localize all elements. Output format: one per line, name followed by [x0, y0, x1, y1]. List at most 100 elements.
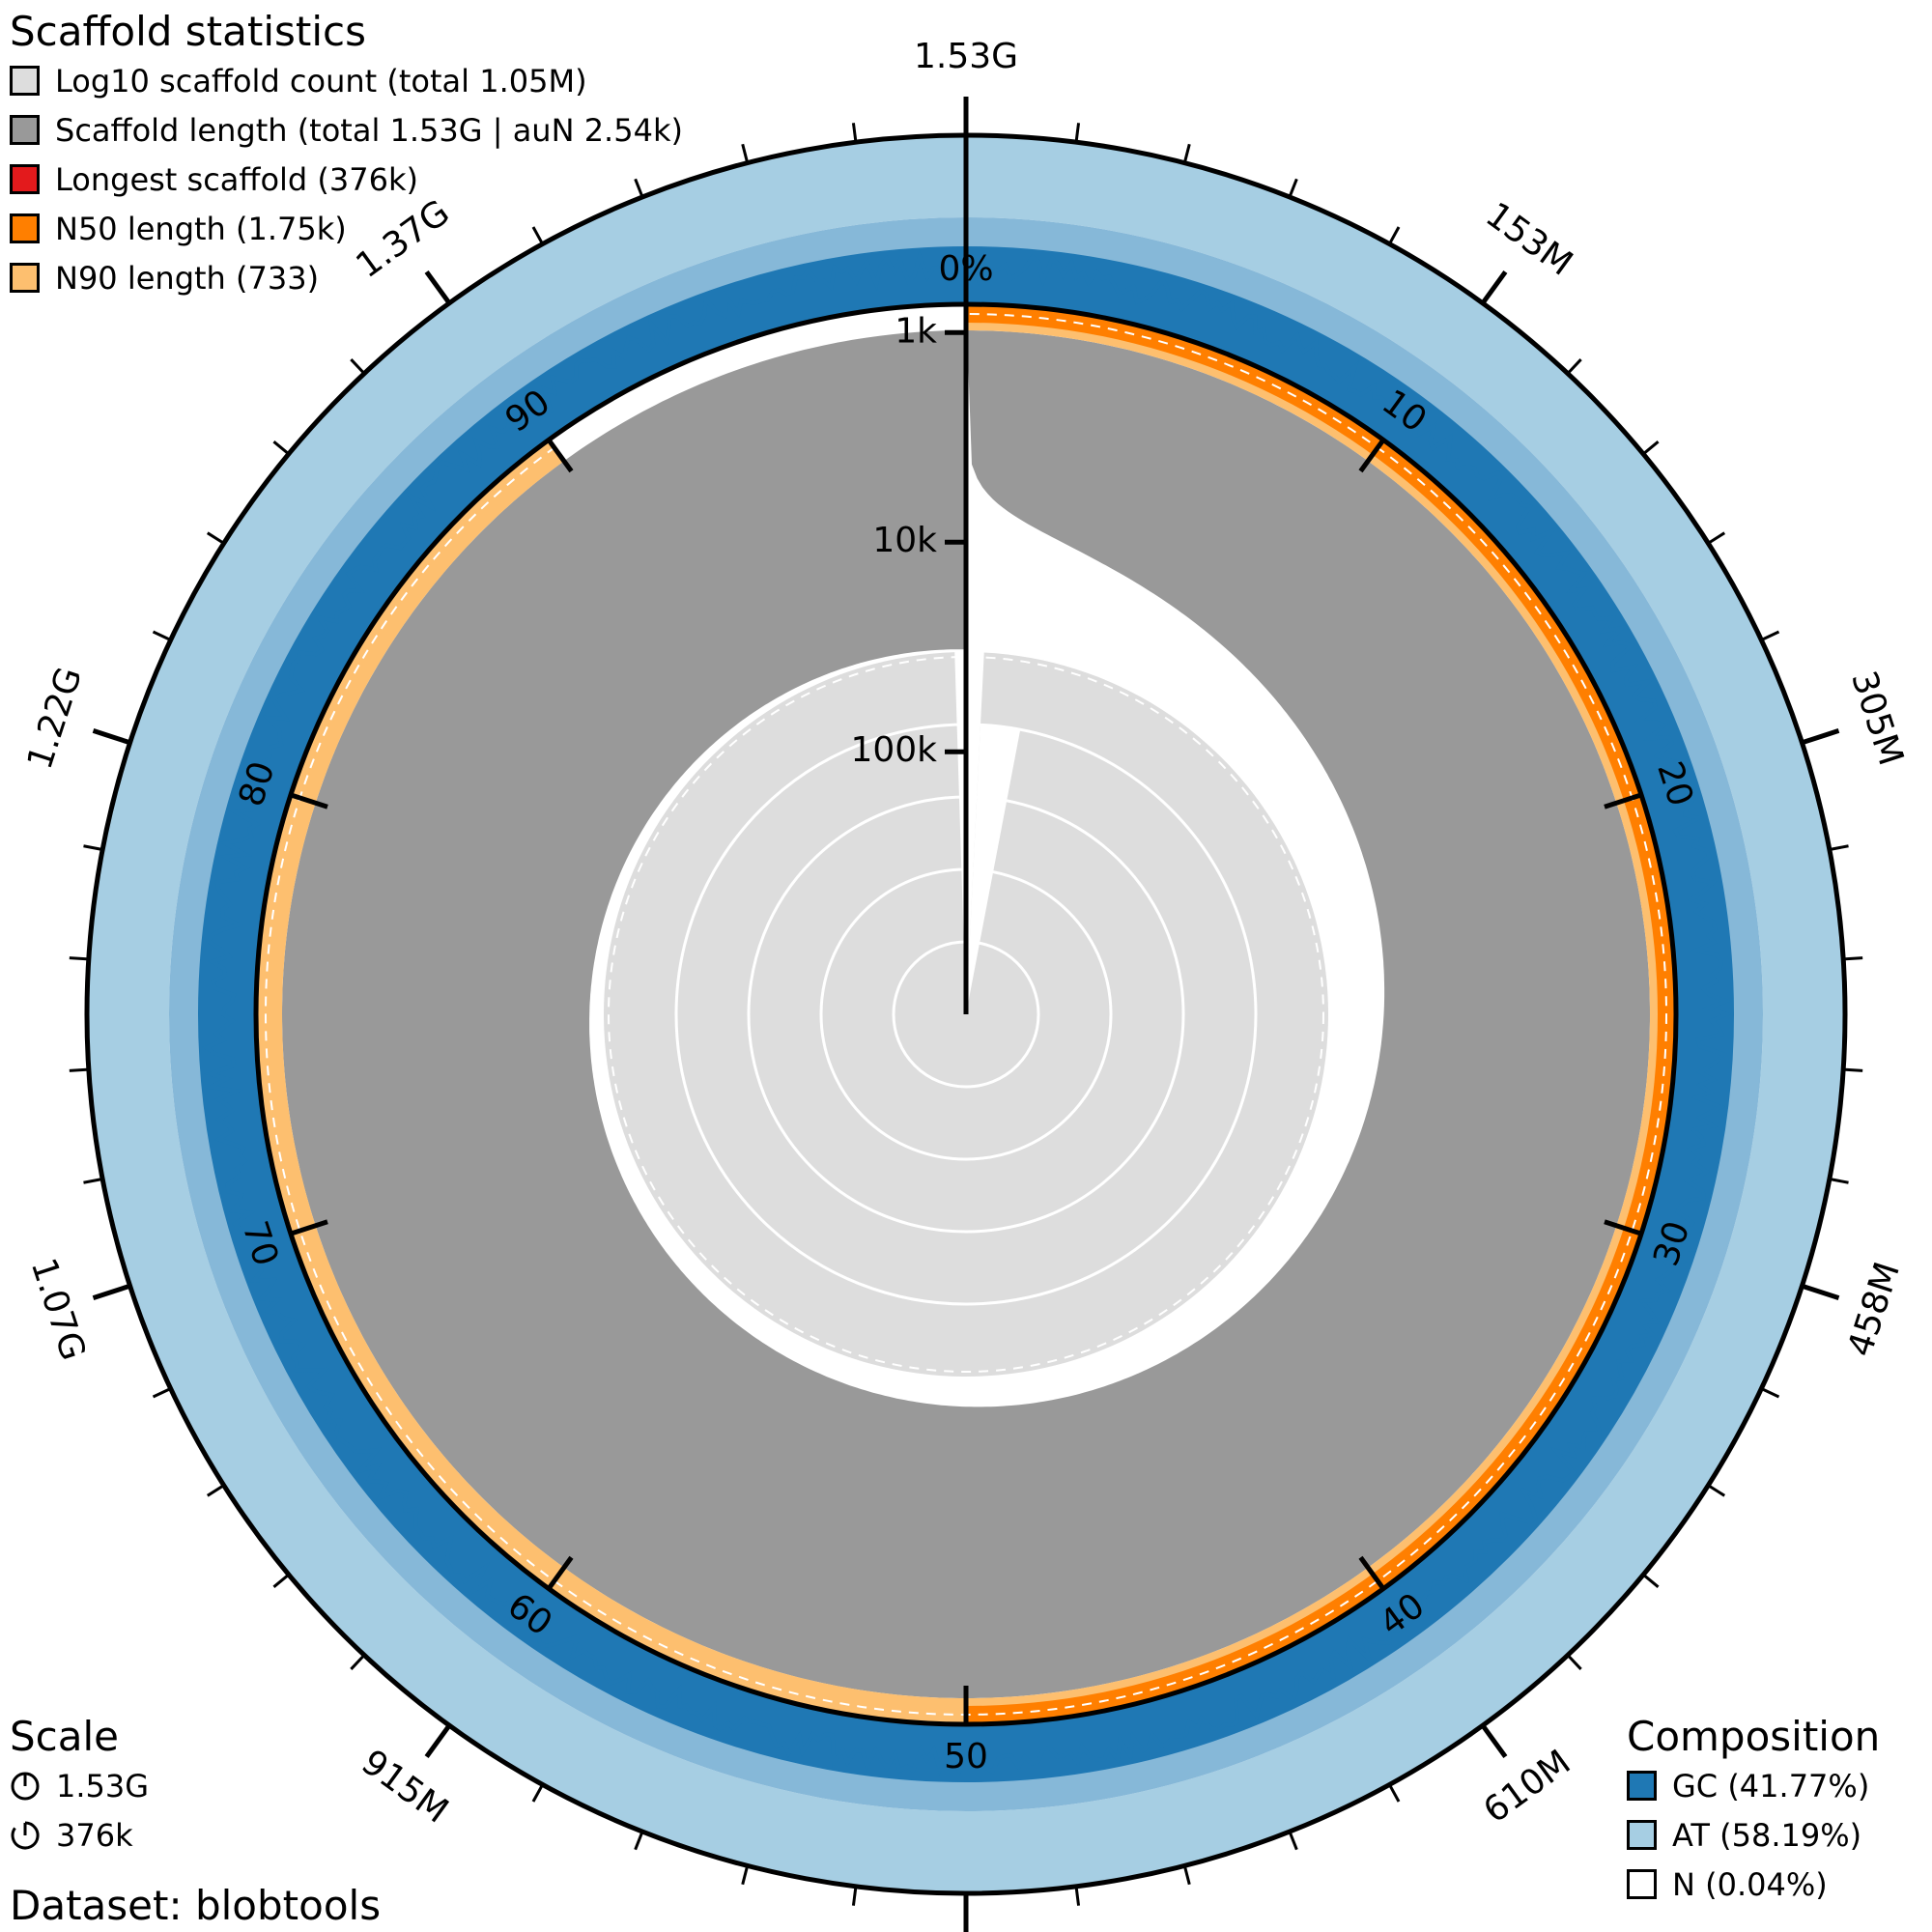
length-tick-label: 305M: [1843, 667, 1911, 771]
scaffold-length-area: [282, 304, 1650, 1698]
length-minor-tick: [1566, 358, 1582, 375]
scale-label: 1.53G: [56, 1767, 150, 1804]
percent-tick: [1604, 792, 1642, 810]
legend-item-length: Scaffold length (total 1.53G | auN 2.54k…: [10, 105, 683, 155]
swatch-length: [10, 115, 40, 145]
length-minor-tick: [1288, 1831, 1298, 1851]
length-minor-tick: [1642, 440, 1660, 456]
length-tick-label: 1.22G: [20, 663, 90, 774]
radial-tick-label: 10k: [872, 521, 937, 560]
scaffold-statistics-legend: Scaffold statistics Log10 scaffold count…: [10, 8, 683, 302]
length-major-tick: [424, 270, 452, 305]
length-minor-tick: [1829, 1178, 1849, 1184]
length-minor-tick: [1182, 1865, 1191, 1886]
length-tick-label: 610M: [1477, 1743, 1578, 1832]
composition-legend: Composition GC (41.77%) AT (58.19%) N (0…: [1627, 1713, 1880, 1909]
length-major-tick: [92, 1283, 131, 1300]
length-minor-tick: [851, 1886, 858, 1906]
legend-label: N50 length (1.75k): [55, 210, 347, 247]
length-major-tick: [1801, 728, 1840, 746]
length-minor-tick: [1074, 1886, 1081, 1906]
swatch-at: [1627, 1820, 1657, 1850]
legend-label: N90 length (733): [55, 259, 320, 297]
swatch-gc: [1627, 1771, 1657, 1801]
length-minor-tick: [634, 1831, 644, 1851]
length-minor-tick: [1074, 123, 1081, 143]
swatch-n90: [10, 263, 40, 293]
length-minor-tick: [1388, 1783, 1401, 1803]
legend-label: Longest scaffold (376k): [55, 160, 418, 198]
percent-tick: [546, 1555, 574, 1591]
axes: [69, 97, 1863, 1932]
length-minor-tick: [83, 1178, 103, 1184]
percent-tick: [1604, 1219, 1642, 1236]
scaffold-length-area: [282, 304, 1650, 1698]
swatch-count: [10, 66, 40, 96]
length-major-tick: [1801, 1283, 1840, 1300]
percent-tick: [290, 792, 328, 810]
count-dashed-circle: [608, 656, 1324, 1373]
length-major-tick: [1480, 270, 1508, 305]
length-minor-tick: [350, 1654, 366, 1670]
length-minor-tick: [152, 630, 172, 641]
gc-profile-line: [201, 249, 1732, 1776]
length-minor-tick: [1566, 1654, 1582, 1670]
scaffold-count-area: [604, 652, 1329, 1377]
length-minor-tick: [1707, 531, 1726, 545]
legend-label: Log10 scaffold count (total 1.05M): [55, 62, 587, 99]
length-major-tick: [92, 728, 131, 746]
length-major-tick: [424, 1723, 452, 1759]
length-minor-tick: [1829, 844, 1849, 851]
partial-circle-scale-icon: [11, 1820, 40, 1849]
length-minor-tick: [272, 1573, 290, 1588]
swatch-n: [1627, 1869, 1657, 1899]
length-minor-tick: [1182, 143, 1191, 163]
length-minor-tick: [69, 1067, 89, 1072]
percent-tick: [1358, 438, 1386, 473]
radial-tick-label: 100k: [850, 730, 937, 770]
length-minor-tick: [152, 1387, 172, 1399]
length-minor-tick: [83, 844, 103, 851]
legend-item-n90: N90 length (733): [10, 253, 683, 302]
scale-title: Scale: [10, 1713, 119, 1760]
percent-tick: [290, 1219, 328, 1236]
length-major-tick: [1480, 1723, 1508, 1759]
length-tick-label: 153M: [1478, 195, 1579, 284]
length-minor-tick: [1707, 1484, 1726, 1497]
legend-label: Scaffold length (total 1.53G | auN 2.54k…: [55, 111, 683, 149]
length-minor-tick: [1843, 956, 1863, 961]
scale-item-total: 1.53G: [10, 1761, 149, 1810]
full-circle-scale-icon: [11, 1772, 40, 1800]
composition-item-n: N (0.04%): [1627, 1860, 1880, 1909]
length-minor-tick: [1642, 1573, 1660, 1588]
length-minor-tick: [272, 440, 290, 456]
length-minor-tick: [531, 1783, 544, 1803]
length-minor-tick: [1288, 178, 1298, 198]
length-minor-tick: [350, 358, 366, 375]
composition-label: GC (41.77%): [1672, 1767, 1870, 1804]
percent-tick-label: 50: [944, 1737, 988, 1776]
length-minor-tick: [741, 1865, 750, 1886]
swatch-n50: [10, 213, 40, 243]
percent-tick: [1358, 1555, 1386, 1591]
composition-item-at: AT (58.19%): [1627, 1810, 1880, 1860]
swatch-longest: [10, 164, 40, 194]
scale-legend: Scale 1.53G 376k: [10, 1713, 149, 1860]
legend-title: Scaffold statistics: [10, 8, 367, 55]
length-minor-tick: [851, 123, 858, 143]
composition-title: Composition: [1627, 1713, 1881, 1760]
length-minor-tick: [1843, 1067, 1863, 1072]
length-minor-tick: [206, 531, 225, 545]
length-minor-tick: [531, 226, 544, 245]
composition-item-gc: GC (41.77%): [1627, 1761, 1880, 1810]
length-minor-tick: [1760, 1387, 1780, 1399]
legend-item-n50: N50 length (1.75k): [10, 204, 683, 253]
length-tick-label: 458M: [1840, 1258, 1908, 1362]
percent-tick: [546, 438, 574, 473]
composition-label: AT (58.19%): [1672, 1816, 1862, 1854]
scaffold-count-spiral: [604, 652, 1329, 1377]
dataset-label: Dataset: blobtools: [10, 1882, 382, 1929]
percent-tick-label: 0%: [938, 249, 993, 289]
length-minor-tick: [206, 1484, 225, 1497]
